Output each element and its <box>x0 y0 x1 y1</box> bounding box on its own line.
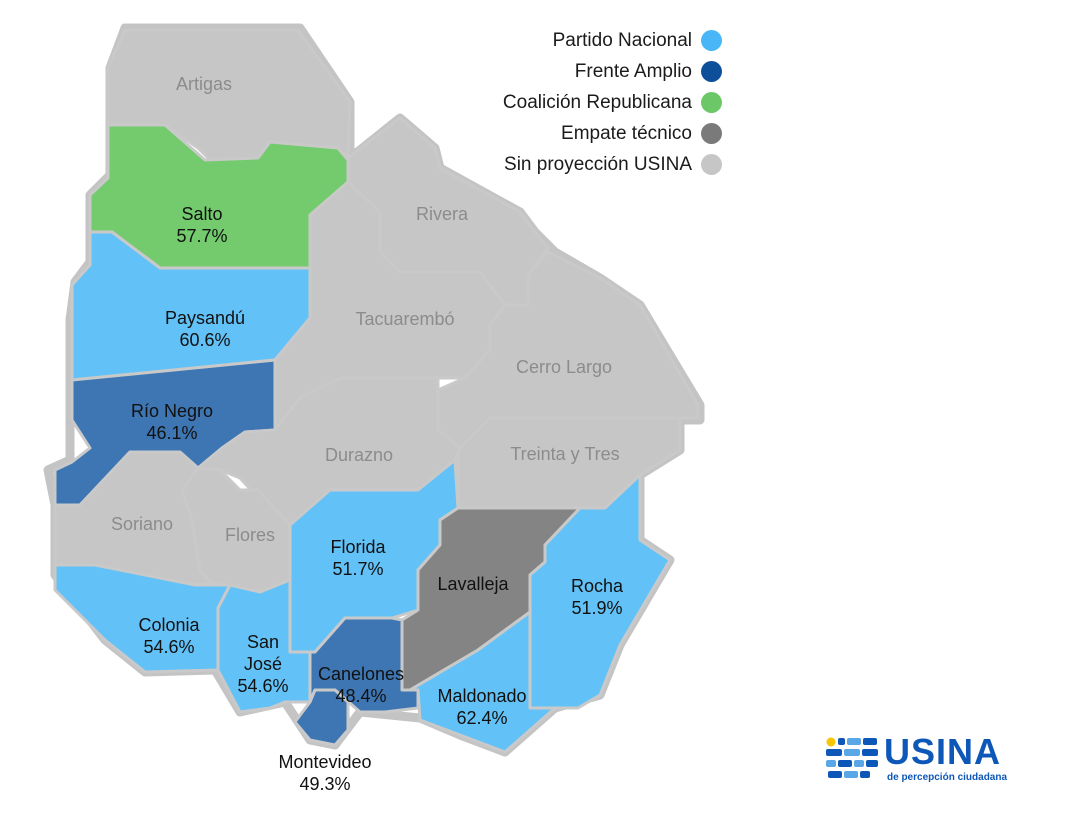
legend-swatch <box>701 61 722 82</box>
legend-swatch <box>701 154 722 175</box>
label-name: Lavalleja <box>437 574 509 594</box>
legend-label: Frente Amplio <box>574 60 692 82</box>
label-colonia: Colonia 54.6% <box>138 615 200 657</box>
label-value: 51.9% <box>571 598 622 618</box>
label-value: 49.3% <box>299 774 350 794</box>
label-name: Maldonado <box>437 686 526 706</box>
label-name: Rivera <box>416 204 469 224</box>
label-name: Rocha <box>571 576 624 596</box>
legend-item-coalicion-republicana: Coalición Republicana <box>503 87 722 118</box>
department-montevideo[interactable] <box>293 688 350 747</box>
label-treinta-y-tres: Treinta y Tres <box>510 444 619 464</box>
department-maldonado[interactable] <box>408 610 557 754</box>
label-rocha: Rocha 51.9% <box>571 576 624 618</box>
label-name: José <box>244 654 282 674</box>
label-value: 62.4% <box>456 708 507 728</box>
label-durazno: Durazno <box>325 445 393 465</box>
label-florida: Florida 51.7% <box>330 537 386 579</box>
label-name: Artigas <box>176 74 232 94</box>
label-name: Flores <box>225 525 275 545</box>
usina-logo: USINA de percepción ciudadana <box>826 731 1026 785</box>
label-name: San <box>247 632 279 652</box>
legend-swatch <box>701 30 722 51</box>
legend-swatch <box>701 92 722 113</box>
label-name: Florida <box>330 537 386 557</box>
label-name: Tacuarembó <box>355 309 454 329</box>
label-name: Soriano <box>111 514 173 534</box>
legend-swatch <box>701 123 722 144</box>
label-soriano: Soriano <box>111 514 173 534</box>
usina-logo-icon <box>826 737 878 778</box>
label-canelones: Canelones 48.4% <box>318 664 404 706</box>
label-paysandu: Paysandú 60.6% <box>165 308 245 350</box>
label-value: 57.7% <box>176 226 227 246</box>
label-tacuarembo: Tacuarembó <box>355 309 454 329</box>
label-name: Río Negro <box>131 401 213 421</box>
label-name: Salto <box>181 204 222 224</box>
label-value: 60.6% <box>179 330 230 350</box>
label-value: 51.7% <box>332 559 383 579</box>
label-rivera: Rivera <box>416 204 469 224</box>
department-san-jose[interactable] <box>216 578 312 714</box>
label-salto: Salto 57.7% <box>176 204 227 246</box>
legend-label: Partido Nacional <box>552 29 692 51</box>
label-name: Montevideo <box>278 752 371 772</box>
legend-label: Empate técnico <box>561 122 692 144</box>
label-value: 54.6% <box>143 637 194 657</box>
usina-logo-word: USINA <box>884 731 1002 772</box>
label-rio-negro: Río Negro 46.1% <box>131 401 213 443</box>
label-name: Treinta y Tres <box>510 444 619 464</box>
label-san-jose: San José 54.6% <box>237 632 288 696</box>
label-flores: Flores <box>225 525 275 545</box>
label-lavalleja: Lavalleja <box>437 574 509 594</box>
label-artigas: Artigas <box>176 74 232 94</box>
legend-item-frente-amplio: Frente Amplio <box>503 56 722 87</box>
legend-item-sin-proyeccion: Sin proyección USINA <box>503 149 722 180</box>
label-name: Canelones <box>318 664 404 684</box>
department-rocha[interactable] <box>528 473 672 710</box>
label-montevideo: Montevideo 49.3% <box>278 752 371 794</box>
label-name: Cerro Largo <box>516 357 612 377</box>
legend-item-empate-tecnico: Empate técnico <box>503 118 722 149</box>
label-name: Paysandú <box>165 308 245 328</box>
legend-item-partido-nacional: Partido Nacional <box>503 25 722 56</box>
label-value: 48.4% <box>335 686 386 706</box>
label-value: 54.6% <box>237 676 288 696</box>
label-maldonado: Maldonado 62.4% <box>437 686 526 728</box>
label-value: 46.1% <box>146 423 197 443</box>
label-cerro-largo: Cerro Largo <box>516 357 612 377</box>
legend-label: Coalición Republicana <box>502 91 692 113</box>
label-name: Colonia <box>138 615 200 635</box>
legend: Partido Nacional Frente Amplio Coalición… <box>503 25 722 180</box>
usina-logo-subtitle: de percepción ciudadana <box>887 772 1008 783</box>
legend-label: Sin proyección USINA <box>504 153 692 175</box>
label-name: Durazno <box>325 445 393 465</box>
